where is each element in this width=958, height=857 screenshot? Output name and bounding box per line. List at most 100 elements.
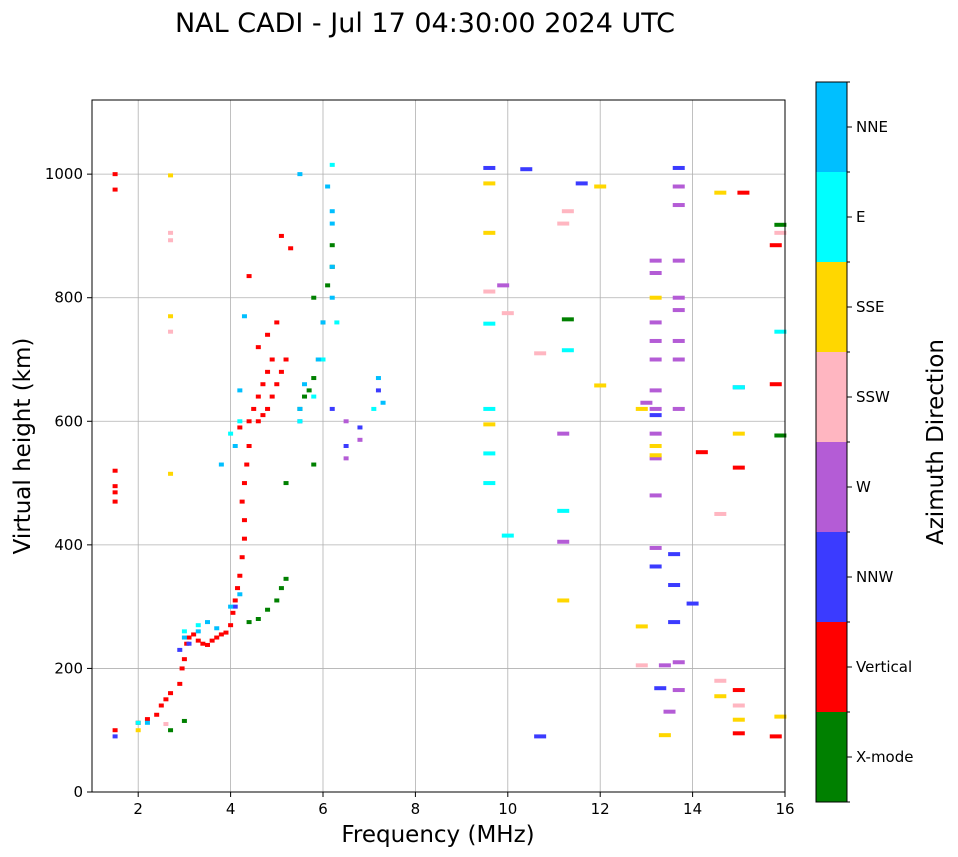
x-tick-label: 4	[226, 800, 236, 818]
colorbar-segment	[816, 442, 847, 532]
echo-point-x-mode	[168, 728, 174, 733]
echo-point-vertical	[769, 382, 782, 387]
echo-point-w	[672, 184, 685, 189]
echo-point-e	[311, 394, 317, 399]
echo-point-sse	[732, 431, 745, 436]
echo-point-vertical	[283, 357, 289, 362]
echo-point-ssw	[483, 289, 496, 294]
echo-point-w	[672, 688, 685, 693]
echo-point-sse	[714, 190, 727, 195]
echo-point-nne	[302, 382, 308, 387]
echo-point-w	[649, 320, 662, 325]
echo-point-vertical	[732, 731, 745, 736]
echo-point-w	[557, 539, 570, 544]
echo-point-nne	[232, 444, 238, 448]
echo-point-vertical	[274, 320, 280, 325]
echo-point-nnw	[649, 564, 662, 569]
echo-point-nnw	[534, 734, 547, 739]
echo-point-w	[663, 709, 676, 714]
echo-point-nne	[329, 221, 335, 226]
echo-point-vertical	[278, 233, 284, 238]
echo-point-vertical	[241, 536, 247, 541]
echo-point-vertical	[112, 172, 118, 177]
echo-point-vertical	[769, 734, 782, 739]
echo-point-vertical	[112, 468, 118, 473]
echo-point-nne	[380, 400, 386, 405]
echo-point-x-mode	[325, 283, 331, 288]
echo-point-sse	[635, 624, 648, 629]
echo-point-w	[649, 338, 662, 343]
echo-point-nne	[214, 626, 220, 631]
x-tick-label: 12	[591, 800, 610, 818]
echo-point-w	[649, 271, 662, 275]
y-tick-label: 200	[54, 659, 83, 677]
colorbar: X-mode Vertical NNW W SSW SSE E NNE	[815, 81, 913, 803]
echo-point-vertical	[737, 190, 750, 195]
echo-point-sse	[649, 444, 662, 448]
colorbar-tick-label: SSW	[856, 388, 890, 406]
echo-point-e	[329, 162, 335, 167]
echo-point-nnw	[649, 413, 662, 418]
echo-point-w	[649, 388, 662, 393]
y-axis-label: Virtual height (km)	[10, 338, 36, 555]
echo-point-ssw	[168, 329, 174, 334]
echo-point-vertical	[255, 345, 261, 350]
echo-point-nne	[297, 406, 303, 411]
echo-point-sse	[483, 181, 496, 186]
echo-point-sse	[483, 230, 496, 235]
echo-point-e	[371, 406, 377, 411]
echo-point-e	[320, 357, 326, 362]
echo-point-nnw	[329, 406, 335, 411]
echo-point-vertical	[265, 369, 271, 374]
plot-grid	[92, 100, 786, 793]
y-tick-label: 600	[54, 412, 83, 430]
echo-point-nne	[297, 172, 303, 177]
echo-point-vertical	[695, 450, 708, 455]
echo-point-vertical	[232, 598, 238, 603]
colorbar-tick-label: NNW	[856, 568, 893, 586]
y-tick-label: 0	[73, 783, 83, 801]
echo-point-vertical	[228, 623, 234, 628]
echo-point-x-mode	[302, 394, 308, 399]
echo-point-sse	[594, 184, 607, 189]
echo-point-ssw	[714, 678, 727, 683]
echo-point-nne	[329, 264, 335, 269]
echo-point-vertical	[241, 481, 247, 486]
echo-point-vertical	[732, 465, 745, 470]
echo-point-vertical	[260, 382, 266, 387]
echo-point-nnw	[343, 444, 349, 448]
echo-point-sse	[714, 694, 727, 699]
echo-point-vertical	[237, 425, 243, 430]
echo-point-nne	[375, 376, 381, 381]
plot-points	[112, 162, 787, 739]
echo-point-sse	[594, 383, 607, 388]
echo-point-nnw	[686, 601, 699, 606]
echo-point-e	[195, 623, 201, 628]
echo-point-x-mode	[311, 376, 317, 381]
echo-point-vertical	[239, 555, 245, 560]
colorbar-tick-label: W	[856, 478, 871, 496]
x-tick-label: 10	[498, 800, 517, 818]
echo-point-nne	[195, 629, 201, 634]
echo-point-ssw	[534, 351, 547, 356]
echo-point-e	[774, 329, 787, 334]
echo-point-nne	[144, 720, 150, 725]
echo-point-sse	[649, 295, 662, 300]
echo-point-e	[483, 321, 496, 326]
chart-title: NAL CADI - Jul 17 04:30:00 2024 UTC	[175, 8, 675, 39]
colorbar-label: Azimuth Direction	[923, 339, 949, 545]
echo-point-e	[557, 508, 570, 513]
echo-point-vertical	[158, 703, 164, 708]
echo-point-e	[297, 419, 303, 424]
echo-point-w	[672, 295, 685, 300]
echo-point-vertical	[195, 638, 201, 643]
echo-point-vertical	[246, 444, 252, 448]
echo-point-sse	[168, 173, 174, 178]
echo-point-w	[357, 437, 363, 442]
echo-point-vertical	[265, 332, 271, 337]
echo-point-vertical	[255, 419, 261, 424]
echo-point-x-mode	[774, 222, 787, 227]
echo-point-vertical	[251, 406, 257, 411]
echo-point-w	[649, 357, 662, 362]
colorbar-tick-label: NNE	[856, 118, 888, 136]
